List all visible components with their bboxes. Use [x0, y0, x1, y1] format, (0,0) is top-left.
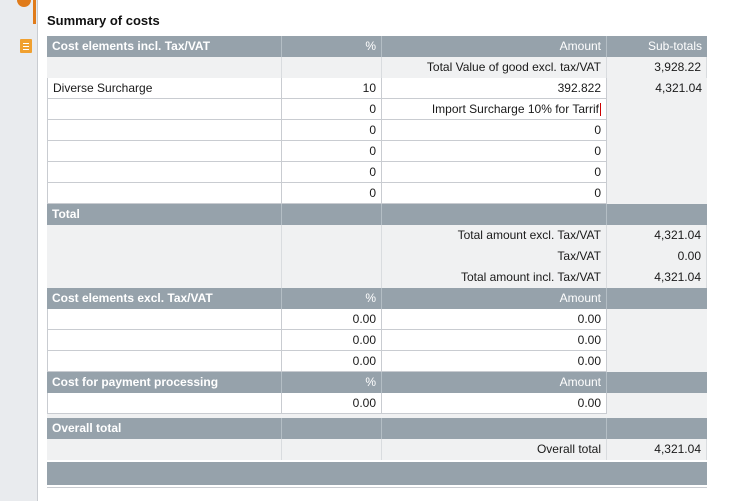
amount-field[interactable]: 0	[382, 141, 607, 162]
amount-field[interactable]: 0.00	[382, 309, 607, 330]
table-row: 0 0	[47, 141, 707, 162]
percent-field[interactable]: 0	[282, 162, 382, 183]
goods-value-label: Total Value of good excl. tax/VAT	[382, 57, 607, 78]
spacer	[47, 414, 707, 418]
footer-divider	[47, 487, 707, 488]
table-row: 0 0	[47, 162, 707, 183]
subtotal-value	[607, 183, 707, 204]
document-icon[interactable]	[20, 39, 32, 53]
col-header-percent: %	[282, 372, 382, 393]
percent-field[interactable]: 0.00	[282, 309, 382, 330]
table-row: 0.00 0.00	[47, 351, 707, 372]
payment-name-field[interactable]	[47, 393, 282, 414]
overall-header-label: Overall total	[47, 418, 282, 439]
left-sidebar	[0, 0, 38, 501]
percent-field[interactable]: 0	[282, 141, 382, 162]
col-header-amount: Amount	[382, 288, 607, 309]
amount-field-editing[interactable]: Import Surcharge 10% for Tarrif	[382, 99, 607, 120]
overall-total-value: 4,321.04	[607, 439, 707, 460]
footer-band	[47, 462, 707, 485]
percent-field[interactable]: 0	[282, 99, 382, 120]
tax-value: 0.00	[607, 246, 707, 267]
percent-field[interactable]: 10	[282, 78, 382, 99]
overall-total-label: Overall total	[382, 439, 607, 460]
col-header-percent: %	[282, 288, 382, 309]
cost-element-name-field[interactable]	[47, 330, 282, 351]
overall-total-row: Overall total 4,321.04	[47, 439, 707, 460]
active-indicator	[33, 0, 36, 24]
percent-field[interactable]: 0.00	[282, 330, 382, 351]
col-header-cost-elements: Cost elements incl. Tax/VAT	[47, 36, 282, 57]
col-header-amount: Amount	[382, 36, 607, 57]
costs-grid: Cost elements incl. Tax/VAT % Amount Sub…	[47, 36, 707, 460]
page-title: Summary of costs	[47, 13, 160, 28]
amount-field-text: Import Surcharge 10% for Tarrif	[431, 102, 599, 116]
amount-field[interactable]: 0.00	[382, 351, 607, 372]
total-excl-value: 4,321.04	[607, 225, 707, 246]
table-row: 0.00 0.00	[47, 330, 707, 351]
amount-field[interactable]: 0	[382, 162, 607, 183]
cost-element-name-field[interactable]	[47, 309, 282, 330]
tax-row: Tax/VAT 0.00	[47, 246, 707, 267]
cost-element-name-field[interactable]	[47, 141, 282, 162]
subtotal-value	[607, 120, 707, 141]
table-row: 0.00 0.00	[47, 393, 707, 414]
amount-field[interactable]: 0	[382, 183, 607, 204]
total-incl-row: Total amount incl. Tax/VAT 4,321.04	[47, 267, 707, 288]
total-excl-row: Total amount excl. Tax/VAT 4,321.04	[47, 225, 707, 246]
total-header-label: Total	[47, 204, 282, 225]
total-excl-label: Total amount excl. Tax/VAT	[382, 225, 607, 246]
tax-label: Tax/VAT	[382, 246, 607, 267]
col-header-percent: %	[282, 36, 382, 57]
goods-value-row: Total Value of good excl. tax/VAT 3,928.…	[47, 57, 707, 78]
total-header-row: Total	[47, 204, 707, 225]
subtotal-value: 4,321.04	[607, 78, 707, 99]
subtotal-value	[607, 141, 707, 162]
total-incl-value: 4,321.04	[607, 267, 707, 288]
cost-element-name-field[interactable]	[47, 120, 282, 141]
cost-element-name-field[interactable]: Diverse Surcharge	[47, 78, 282, 99]
percent-field[interactable]: 0.00	[282, 351, 382, 372]
cost-element-name-field[interactable]	[47, 351, 282, 372]
payment-header-row: Cost for payment processing % Amount	[47, 372, 707, 393]
amount-field[interactable]: 392.822	[382, 78, 607, 99]
percent-field[interactable]: 0.00	[282, 393, 382, 414]
percent-field[interactable]: 0	[282, 120, 382, 141]
col-header-subtotals: Sub-totals	[647, 39, 702, 53]
table-row: 0.00 0.00	[47, 309, 707, 330]
cost-element-name-field[interactable]	[47, 183, 282, 204]
amount-field[interactable]: 0.00	[382, 330, 607, 351]
subtotal-value	[607, 99, 707, 120]
incl-header-row: Cost elements incl. Tax/VAT % Amount Sub…	[47, 36, 707, 57]
col-header-cost-elements-excl: Cost elements excl. Tax/VAT	[47, 288, 282, 309]
table-row: Diverse Surcharge 10 392.822 4,321.04	[47, 78, 707, 99]
goods-value-subtotal: 3,928.22	[607, 57, 707, 78]
excl-header-row: Cost elements excl. Tax/VAT % Amount	[47, 288, 707, 309]
col-header-amount: Amount	[382, 372, 607, 393]
percent-field[interactable]: 0	[282, 183, 382, 204]
subtotal-value	[607, 162, 707, 183]
text-cursor	[600, 103, 601, 117]
table-row: 0 0	[47, 120, 707, 141]
cost-element-name-field[interactable]	[47, 99, 282, 120]
total-incl-label: Total amount incl. Tax/VAT	[382, 267, 607, 288]
col-header-payment-processing: Cost for payment processing	[47, 372, 282, 393]
database-icon[interactable]	[17, 0, 31, 7]
table-row: 0 0	[47, 183, 707, 204]
amount-field[interactable]: 0.00	[382, 393, 607, 414]
table-row: 0 Import Surcharge 10% for Tarrif	[47, 99, 707, 120]
overall-header-row: Overall total	[47, 418, 707, 439]
amount-field[interactable]: 0	[382, 120, 607, 141]
cost-element-name-field[interactable]	[47, 162, 282, 183]
